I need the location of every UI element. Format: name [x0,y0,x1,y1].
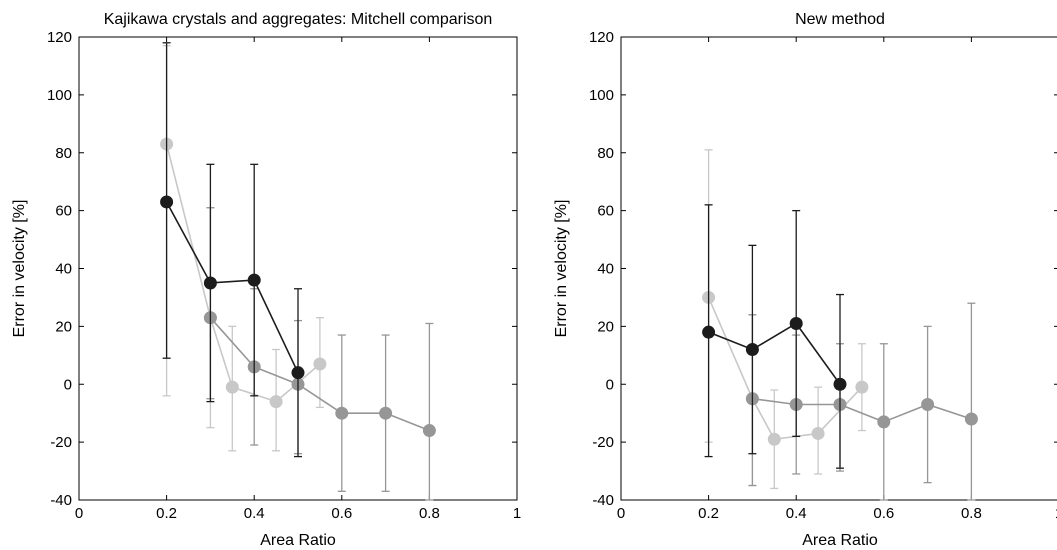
x-tick-label: 0.4 [786,505,807,522]
data-point [422,424,436,438]
plot-frame [620,36,1057,501]
data-point [855,380,869,394]
series-line [165,143,321,403]
x-tick-label: 1 [513,505,521,522]
data-point [160,195,174,209]
data-point [379,406,393,420]
y-axis-label: Error in velocity [%] [553,200,570,338]
data-point [811,426,825,440]
x-tick-label: 0 [617,505,625,522]
y-tick-label: 120 [47,29,72,46]
data-point [203,276,217,290]
series-line [707,297,863,441]
y-tick-label: -20 [50,434,72,451]
x-tick-label: 0.8 [419,505,440,522]
chart-panel-1: 0 0.2 0.4 0.6 0.8 1 -40 -20 0 20 40 60 80 100 120 Kajik… [11,11,521,549]
data-point [225,380,239,394]
data-point [702,325,716,339]
y-tick-label: -40 [50,492,72,509]
y-tick-label: 0 [606,376,614,393]
y-tick-label: -20 [592,434,614,451]
x-tick-label: 0.2 [156,505,177,522]
data-point [247,273,261,287]
y-tick-label: 0 [64,376,72,393]
y-tick-label: 20 [597,318,614,335]
data-point [921,398,935,412]
y-tick-label: 100 [589,87,614,104]
y-tick-label: 40 [55,261,72,278]
y-tick-label: 20 [55,318,72,335]
x-tick-label: 0.2 [698,505,719,522]
series-3 [702,204,847,469]
data-point [745,343,759,357]
x-tick-label: 0.4 [244,505,265,522]
x-tick-label: 0.6 [873,505,894,522]
series-line [209,317,430,432]
data-point [767,432,781,446]
data-point [313,357,327,371]
data-point [269,395,283,409]
chart-title: New method [795,11,885,28]
y-tick-label: 80 [55,145,72,162]
x-axis-label: Area Ratio [260,532,336,549]
data-point [335,406,349,420]
series-line [708,322,841,385]
data-point [877,415,891,429]
x-tick-label: 0.8 [961,505,982,522]
chart-title: Kajikawa crystals and aggregates: Mitche… [104,11,493,28]
data-point [964,412,978,426]
y-tick-label: 60 [55,203,72,220]
x-tick-label: 0 [75,505,83,522]
y-tick-label: 60 [597,203,614,220]
x-tick-label: 1 [1055,505,1057,522]
series-3 [160,42,305,458]
chart-panel-2: 0 0.2 0.4 0.6 0.8 1 -40 -20 0 20 40 60 80 100 120 New m… [553,11,1057,549]
x-axis-label: Area Ratio [802,532,878,549]
x-tick-label: 0.6 [331,505,352,522]
y-tick-label: 100 [47,87,72,104]
data-point [833,377,847,391]
y-axis-label: Error in velocity [%] [11,200,28,338]
y-tick-label: 80 [597,145,614,162]
y-tick-label: 40 [597,261,614,278]
series-1 [702,149,869,490]
series-1 [160,45,327,452]
data-point [291,366,305,380]
y-tick-label: 120 [589,29,614,46]
data-point [789,316,803,330]
series-line [752,397,972,423]
y-tick-label: -40 [592,492,614,509]
series-line [165,201,299,374]
